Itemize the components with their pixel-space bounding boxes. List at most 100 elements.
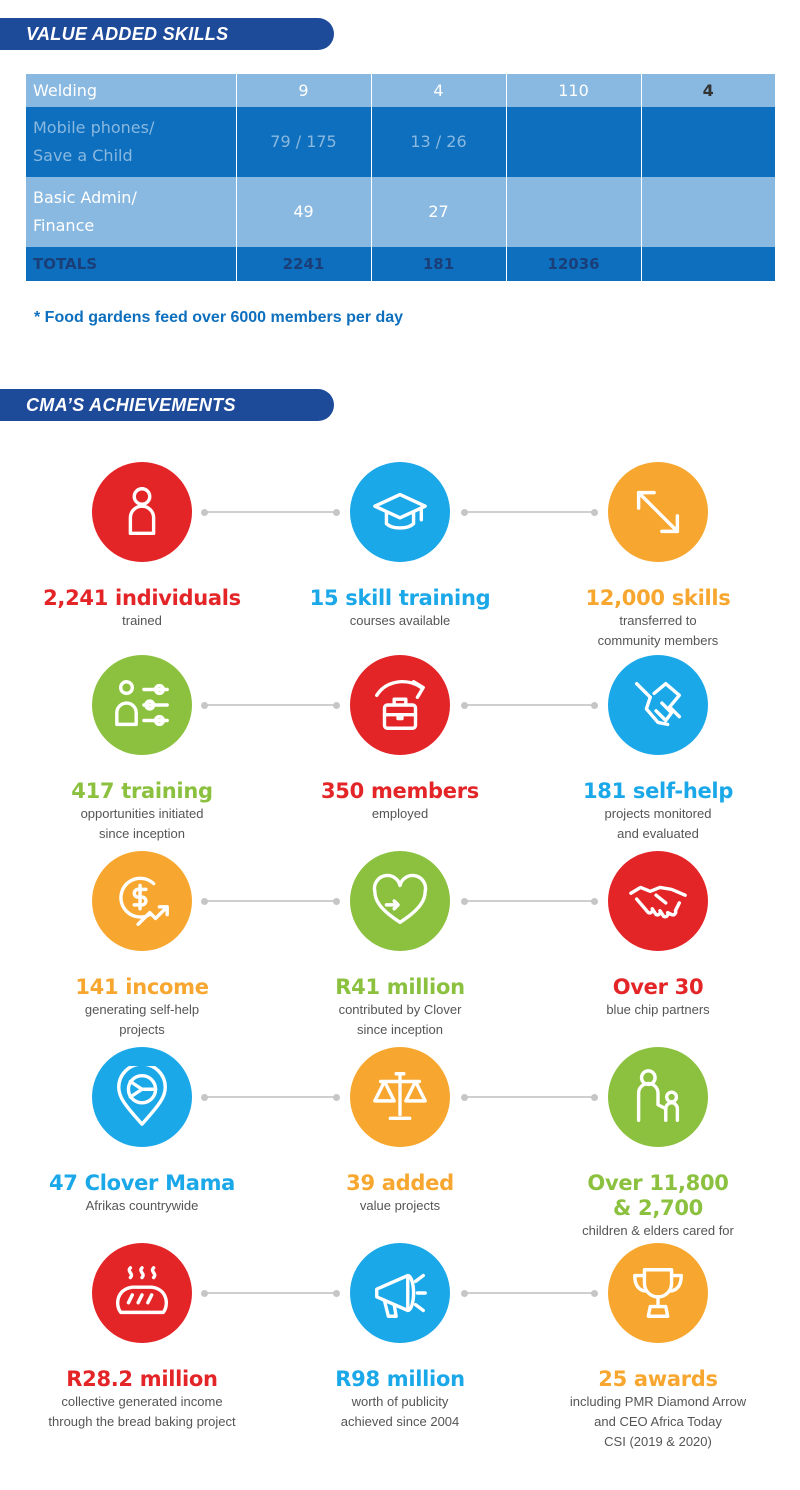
achievement-value: 181 self-help	[582, 779, 734, 803]
connector-line	[204, 900, 336, 902]
table-cell	[641, 107, 775, 177]
table-cell: 181	[371, 247, 507, 281]
table-totals-row: TOTALS 2241 181 12036	[26, 247, 775, 281]
table-cell: 4	[641, 74, 775, 107]
connector-dot	[333, 898, 340, 905]
connector-dot	[333, 702, 340, 709]
connector-line	[204, 704, 336, 706]
achievement-description: since inception	[357, 1022, 443, 1037]
achievement-description: achieved since 2004	[340, 1414, 460, 1429]
achievement-value: 417 training	[71, 779, 213, 803]
table-cell	[506, 107, 642, 177]
briefcase-arrow-icon	[350, 655, 450, 755]
table-cell: 110	[506, 74, 642, 107]
table-cell: 13 / 26	[371, 107, 507, 177]
connector-dot	[333, 1094, 340, 1101]
achievement-description: including PMR Diamond Arrow	[569, 1394, 747, 1409]
achievement-description: employed	[371, 806, 429, 821]
connector-dot	[461, 702, 468, 709]
table-cell: 49	[236, 177, 372, 247]
connector-line	[464, 704, 594, 706]
heart-hand-icon	[350, 851, 450, 951]
table-cell	[506, 177, 642, 247]
achievement-description: trained	[122, 613, 162, 628]
achievement-value: R28.2 million	[66, 1367, 218, 1391]
achievement-description: transferred to	[619, 613, 697, 628]
achievement-item: 47 Clover Mama Afrikas countrywide	[12, 1047, 272, 1216]
table-cell	[641, 177, 775, 247]
row-label: Basic Admin/Finance	[26, 177, 237, 247]
row-label-line: Mobile phones/	[33, 118, 155, 137]
row-label-line: Finance	[33, 216, 95, 235]
connector-dot	[461, 898, 468, 905]
connector-line	[204, 1096, 336, 1098]
achievement-description: Afrikas countrywide	[85, 1198, 199, 1213]
row-label-line: Basic Admin/	[33, 188, 137, 207]
connector-line	[204, 1292, 336, 1294]
achievement-value: 2,241 individuals	[43, 586, 241, 610]
connector-dot	[591, 1290, 598, 1297]
table-cell: 2241	[236, 247, 372, 281]
achievement-item: R28.2 million collective generated income…	[12, 1243, 272, 1432]
achievement-value: 12,000 skills	[585, 586, 731, 610]
row-label: Mobile phones/Save a Child	[26, 107, 237, 177]
megaphone-icon	[350, 1243, 450, 1343]
table-cell: 27	[371, 177, 507, 247]
section-heading-skills: VALUE ADDED SKILLS	[0, 18, 334, 50]
scales-icon	[350, 1047, 450, 1147]
achievement-description: through the bread baking project	[48, 1414, 236, 1429]
achievement-description: courses available	[349, 613, 451, 628]
achievement-item: Over 11,800 & 2,700 children & elders car…	[528, 1047, 788, 1241]
connector-dot	[201, 509, 208, 516]
achievement-description: blue chip partners	[606, 1002, 710, 1017]
transfer-arrows-icon	[608, 462, 708, 562]
connector-dot	[591, 1094, 598, 1101]
achievement-item: 350 members employed	[270, 655, 530, 824]
achievement-value: 25 awards	[598, 1367, 718, 1391]
achievement-value: Over 30	[612, 975, 704, 999]
table-cell: 12036	[506, 247, 642, 281]
connector-dot	[201, 898, 208, 905]
achievement-item: 141 income generating self-help projects	[12, 851, 272, 1040]
row-label: Welding	[26, 74, 237, 107]
handshake-icon	[608, 851, 708, 951]
achievement-item: R98 million worth of publicity achieved si…	[270, 1243, 530, 1432]
connector-line	[204, 511, 336, 513]
connector-dot	[201, 702, 208, 709]
achievement-description: since inception	[99, 826, 185, 841]
connector-line	[464, 900, 594, 902]
table-row: Welding 9 4 110 4	[26, 74, 775, 107]
connector-dot	[591, 898, 598, 905]
achievement-description: generating self-help	[84, 1002, 200, 1017]
training-sliders-icon	[92, 655, 192, 755]
connector-line	[464, 511, 594, 513]
person-icon	[92, 462, 192, 562]
connector-dot	[201, 1094, 208, 1101]
connector-line	[464, 1096, 594, 1098]
achievement-description: value projects	[359, 1198, 441, 1213]
table-row: Mobile phones/Save a Child 79 / 175 13 /…	[26, 107, 775, 177]
helping-hands-icon	[608, 655, 708, 755]
achievement-description: projects	[119, 1022, 165, 1037]
achievement-value: Over 11,800 & 2,700	[587, 1171, 729, 1220]
trophy-icon	[608, 1243, 708, 1343]
achievement-description: and evaluated	[617, 826, 699, 841]
totals-label: TOTALS	[26, 247, 237, 281]
connector-dot	[461, 1290, 468, 1297]
table-cell	[641, 247, 775, 281]
achievement-description: projects monitored	[604, 806, 712, 821]
table-cell: 79 / 175	[236, 107, 372, 177]
achievement-value: 15 skill training	[309, 586, 491, 610]
income-growth-icon	[92, 851, 192, 951]
connector-line	[464, 1292, 594, 1294]
location-pin-flag-icon	[92, 1047, 192, 1147]
row-label-line: Save a Child	[33, 146, 133, 165]
achievement-value: R98 million	[335, 1367, 465, 1391]
bread-icon	[92, 1243, 192, 1343]
achievement-item: 181 self-help projects monitored and evalu…	[528, 655, 788, 844]
achievement-value: 39 added	[346, 1171, 454, 1195]
table-cell: 4	[371, 74, 507, 107]
achievement-description: children & elders cared for	[582, 1223, 734, 1238]
graduation-cap-icon	[350, 462, 450, 562]
achievement-item: Over 30 blue chip partners	[528, 851, 788, 1020]
